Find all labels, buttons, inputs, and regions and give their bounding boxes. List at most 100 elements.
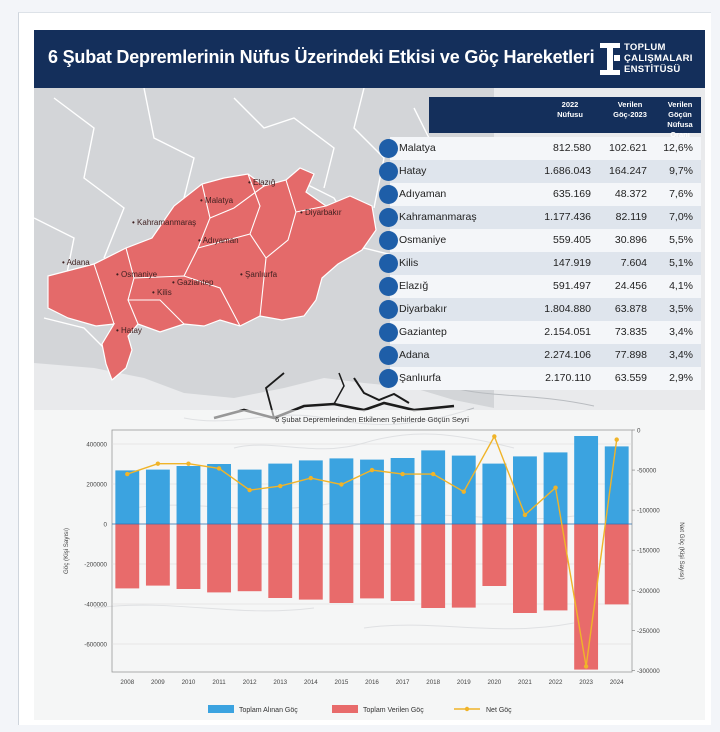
row-background [390, 252, 701, 275]
net-migration-point [461, 489, 466, 494]
row-migration: 7.604 [620, 257, 647, 269]
net-migration-point [216, 466, 222, 471]
given-bar [207, 524, 231, 593]
row-marker-icon [379, 369, 398, 388]
row-background [390, 321, 701, 344]
row-marker-icon [379, 346, 398, 365]
row-background [390, 183, 701, 206]
row-population: 147.919 [553, 257, 591, 269]
x-tick-label: 2009 [151, 679, 165, 686]
net-migration-point [278, 483, 283, 489]
given-bar [360, 524, 384, 599]
y-tick-label: 400000 [86, 442, 107, 449]
row-background [390, 206, 701, 229]
row-city: Şanlıurfa [399, 372, 442, 384]
y-axis-label: Göç (Kişi Sayısı) [63, 528, 70, 574]
given-bar [574, 524, 599, 670]
x-tick-label: 2014 [304, 679, 318, 686]
row-city: Hatay [399, 165, 427, 177]
received-bar [513, 456, 537, 524]
given-bar [176, 524, 201, 589]
received-bar [237, 469, 262, 524]
table-header: 2022 Nüfusu Verilen Göç-2023 Verilen Göç… [429, 97, 701, 139]
row-ratio: 3,5% [669, 303, 693, 315]
column-header-migration: Verilen Göç-2023 [613, 100, 647, 119]
received-bar [360, 459, 384, 524]
received-bar [176, 466, 201, 524]
row-migration: 30.896 [614, 234, 647, 246]
x-tick-label: 2013 [273, 679, 287, 686]
y2-axis-label: Net Göç (Kişi Sayısı) [678, 522, 685, 579]
map-city-label: • Şanlıurfa [240, 270, 278, 279]
given-bar [145, 524, 170, 586]
table-row: Adana 2.274.106 77.898 3,4% [379, 344, 701, 367]
row-population: 1.686.043 [544, 165, 591, 177]
y-tick-label: -600000 [84, 642, 107, 649]
row-marker-icon [379, 208, 398, 227]
received-bar [604, 446, 629, 524]
y-tick-label: 0 [104, 522, 108, 529]
y-tick-label: 200000 [86, 482, 107, 489]
x-tick-label: 2022 [549, 679, 563, 686]
net-migration-point [430, 471, 436, 477]
row-ratio: 9,7% [669, 165, 693, 177]
y2-tick-label: -200000 [637, 588, 660, 595]
received-bar [574, 436, 599, 524]
page-title: 6 Şubat Depremlerinin Nüfus Üzerindeki E… [48, 47, 595, 67]
received-bar [298, 460, 323, 524]
row-population: 2.170.110 [545, 372, 591, 384]
row-marker-icon [379, 185, 398, 204]
row-migration: 48.372 [614, 188, 647, 200]
x-tick-label: 2015 [335, 679, 349, 686]
received-bar [329, 458, 354, 524]
x-tick-label: 2023 [579, 679, 593, 686]
map-city-label: • Malatya [200, 196, 234, 205]
row-city: Kahramanmaraş [399, 211, 477, 223]
row-marker-icon [379, 139, 398, 158]
chart-title: 6 Şubat Depremlerinden Etkilenen Şehirle… [275, 415, 469, 424]
row-marker-icon [379, 323, 398, 342]
received-bar [421, 450, 446, 524]
legend-given-label: Toplam Verilen Göç [363, 707, 424, 714]
map-city-label: • Kilis [152, 288, 172, 297]
table-row: Elazığ 591.497 24.456 4,1% [379, 275, 701, 298]
x-tick-label: 2019 [457, 679, 471, 686]
table-row: Kilis 147.919 7.604 5,1% [379, 252, 701, 275]
legend-net-marker [464, 706, 470, 712]
row-migration: 77.898 [614, 349, 647, 361]
row-background [390, 367, 701, 390]
logo-line: ÇALIŞMALARI [624, 53, 693, 64]
given-bar [329, 524, 354, 603]
header-bar: 6 Şubat Depremlerinin Nüfus Üzerindeki E… [34, 30, 705, 88]
row-city: Osmaniye [399, 234, 447, 246]
x-tick-label: 2021 [518, 679, 532, 686]
x-tick-label: 2008 [120, 679, 134, 686]
row-population: 1.177.436 [544, 211, 591, 223]
net-migration-point [369, 467, 375, 473]
row-ratio: 4,1% [669, 280, 693, 292]
legend-given-swatch [332, 705, 358, 713]
received-bar [482, 463, 507, 524]
x-tick-label: 2016 [365, 679, 379, 686]
row-marker-icon [379, 162, 398, 181]
table-row: Hatay 1.686.043 164.247 9,7% [379, 160, 701, 183]
y-tick-label: -400000 [84, 602, 107, 609]
map-city-label: • Diyarbakır [300, 208, 342, 217]
x-tick-label: 2011 [212, 679, 226, 686]
table-row: Kahramanmaraş 1.177.436 82.119 7,0% [379, 206, 701, 229]
map-city-label: • Kahramanmaraş [132, 218, 197, 227]
given-bar [451, 524, 476, 608]
net-migration-point [186, 461, 191, 466]
row-population: 2.274.106 [544, 349, 591, 361]
row-population: 812.580 [553, 142, 591, 154]
row-background [390, 344, 701, 367]
plot-frame [111, 429, 633, 673]
x-tick-label: 2024 [610, 679, 624, 686]
net-migration-point [614, 437, 619, 442]
net-migration-point [553, 485, 558, 490]
row-city: Adıyaman [399, 188, 447, 200]
row-city: Elazığ [399, 280, 429, 292]
row-background [390, 229, 701, 252]
migration-chart: 400000 200000 0 -200000 -400000 -600000 0 -5000… [34, 410, 705, 720]
given-bar [298, 524, 323, 600]
